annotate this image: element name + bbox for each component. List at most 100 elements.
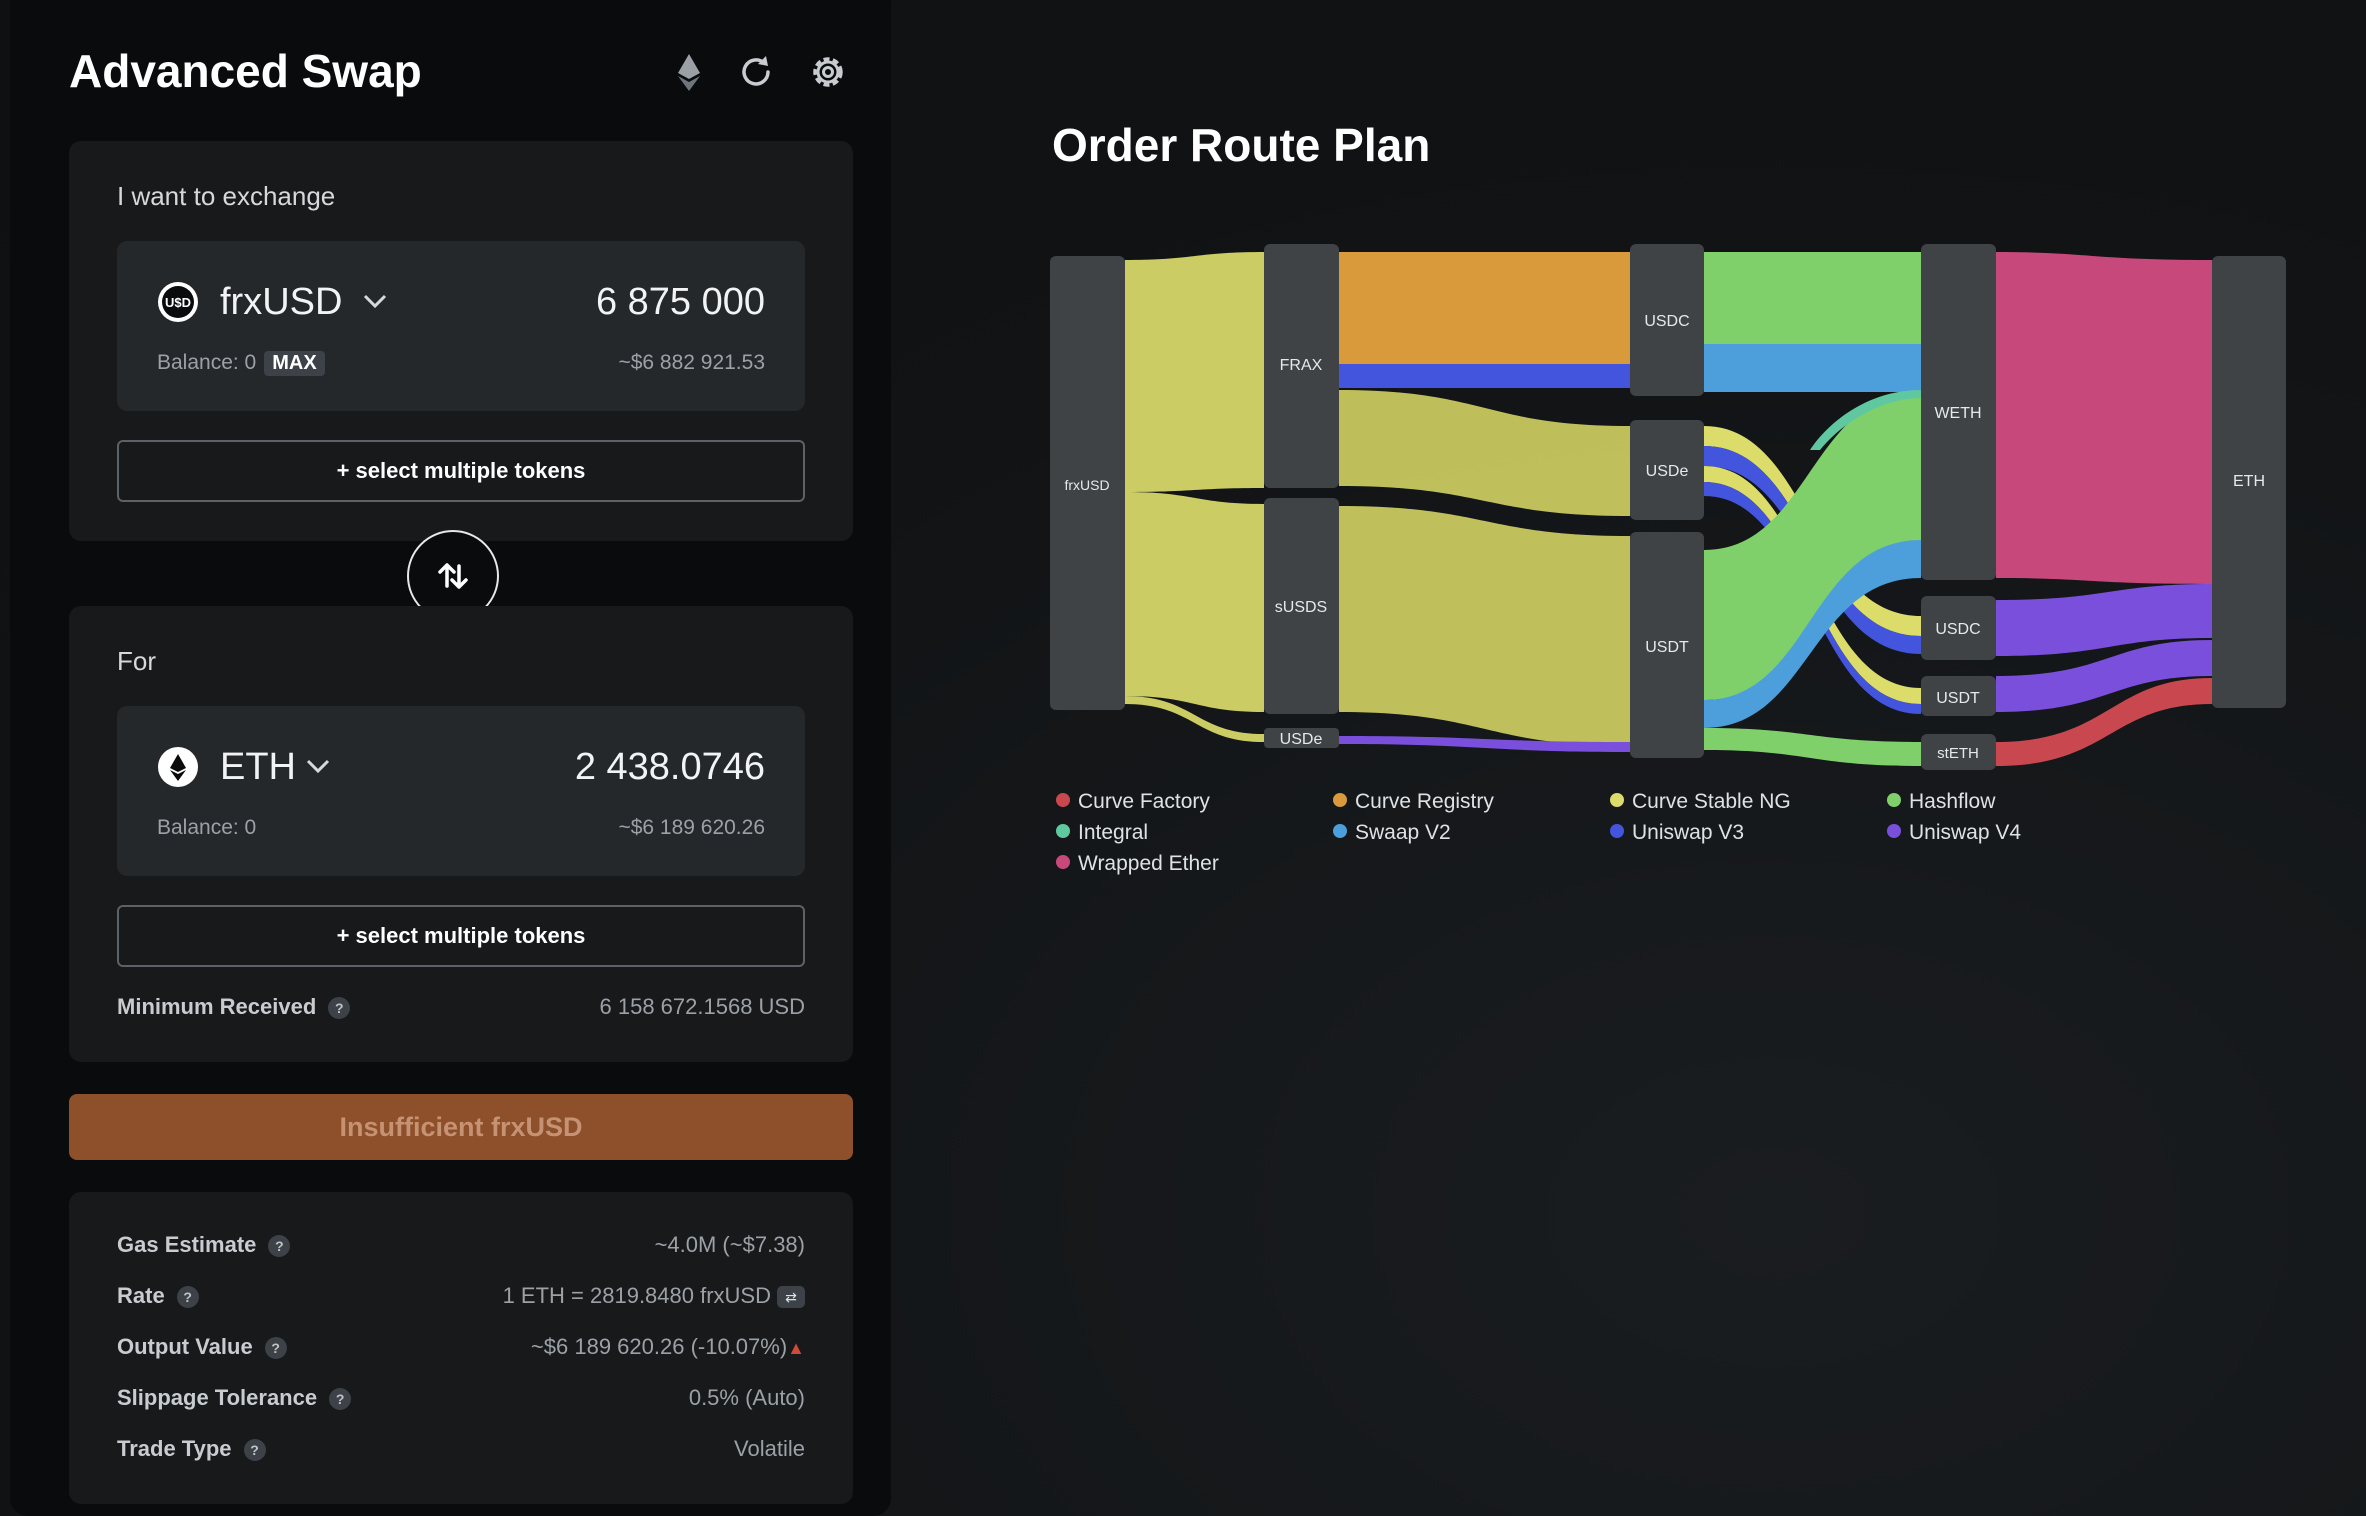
from-token-selector[interactable]: frxUSD [220, 281, 343, 323]
usd-coin-icon: U$D [158, 282, 198, 322]
insufficient-balance-button[interactable]: Insufficient frxUSD [69, 1094, 853, 1160]
route-node-label: WETH [1934, 405, 1981, 422]
route-link [1704, 252, 1921, 344]
legend-item: Curve Registry [1333, 790, 1494, 814]
refresh-icon[interactable] [732, 48, 780, 96]
route-node-usdt [1630, 532, 1704, 758]
help-icon[interactable]: ? [328, 997, 351, 1020]
route-node-susds [1264, 498, 1339, 714]
legend-dot [1887, 793, 1901, 807]
help-icon[interactable]: ? [268, 1235, 291, 1258]
chevron-down-icon[interactable] [303, 754, 333, 778]
route-link [1125, 252, 1264, 492]
eth-icon [158, 747, 198, 787]
page-title: Advanced Swap [69, 45, 422, 97]
route-link [1810, 390, 1921, 450]
rate-label: Rate [117, 1283, 165, 1308]
route-node-frax [1264, 244, 1339, 488]
trade-type-value: Volatile [734, 1436, 805, 1461]
legend-dot [1056, 793, 1070, 807]
route-link [1704, 540, 1921, 728]
chevron-down-icon[interactable] [360, 289, 390, 313]
max-button[interactable]: MAX [264, 351, 325, 376]
legend-label: Integral [1078, 821, 1149, 844]
route-nodes [1050, 244, 2286, 770]
route-sankey-diagram: frxUSD FRAX sUSDS USDe USDC USDe USDT WE… [1050, 244, 2286, 770]
route-node-label: ETH [2233, 473, 2265, 490]
legend-label: Wrapped Ether [1078, 852, 1219, 875]
from-balance-text: Balance: 0 [157, 351, 257, 374]
route-link [1996, 252, 2212, 584]
route-node-label: sUSDS [1275, 599, 1327, 616]
route-node-eth [2212, 256, 2286, 708]
minimum-received-label: Minimum Received [117, 994, 317, 1019]
rate-value: 1 ETH = 2819.8480 frxUSD [502, 1283, 771, 1308]
svg-text:U$D: U$D [165, 295, 191, 310]
route-title: Order Route Plan [1052, 119, 1431, 171]
route-link [1339, 390, 1630, 516]
route-link [1996, 584, 2212, 656]
legend-item: Hashflow [1887, 790, 1995, 814]
gas-estimate-row: Gas Estimate? ~4.0M (~$7.38) [117, 1232, 805, 1262]
legend-item: Integral [1056, 821, 1148, 845]
legend-label: Curve Registry [1355, 790, 1494, 813]
legend-dot [1056, 855, 1070, 869]
gas-estimate-label: Gas Estimate [117, 1232, 257, 1257]
route-node-usdt-2 [1921, 676, 1996, 716]
legend-label: Curve Stable NG [1632, 790, 1791, 813]
route-link [1339, 252, 1630, 364]
slippage-row: Slippage Tolerance? 0.5% (Auto) [117, 1385, 805, 1415]
to-token-selector[interactable]: ETH [220, 746, 296, 788]
output-value-wrap: ~$6 189 620.26 (-10.07%)▲ [531, 1334, 805, 1360]
slippage-value[interactable]: 0.5% (Auto) [688, 1385, 805, 1410]
help-icon[interactable]: ? [243, 1439, 266, 1462]
legend-label: Swaap V2 [1355, 821, 1451, 844]
route-link [1704, 728, 1921, 766]
slippage-label: Slippage Tolerance [117, 1385, 318, 1410]
route-node-label: USDT [1645, 639, 1689, 656]
route-legend: Curve Factory Integral Wrapped Ether Cur… [1056, 790, 2176, 886]
legend-dot [1333, 793, 1347, 807]
from-select-multiple-button[interactable]: + select multiple tokens [117, 440, 805, 502]
exchange-to-label: For [117, 646, 156, 676]
trade-details-card: Gas Estimate? ~4.0M (~$7.38) Rate? 1 ETH… [69, 1192, 853, 1504]
from-token-box: U$D frxUSD 6 875 000 Balance: 0 MAX ~$6 8… [117, 241, 805, 411]
from-amount-input[interactable]: 6 875 000 [595, 281, 765, 323]
route-link [1704, 392, 1921, 700]
legend-label: Curve Factory [1078, 790, 1210, 813]
help-icon[interactable]: ? [176, 1286, 199, 1309]
ethereum-icon[interactable] [665, 48, 713, 96]
help-icon[interactable]: ? [329, 1388, 352, 1411]
route-node-label: USDe [1280, 731, 1323, 748]
route-links [1125, 252, 2212, 766]
warning-icon: ▲ [787, 1338, 805, 1358]
swap-panel: Advanced Swap I want to exchange U$D frx… [10, 0, 891, 1516]
gas-estimate-value: ~4.0M (~$7.38) [654, 1232, 805, 1257]
legend-dot [1610, 793, 1624, 807]
legend-item: Curve Stable NG [1610, 790, 1791, 814]
route-node-steth [1921, 734, 1996, 770]
to-select-multiple-button[interactable]: + select multiple tokens [117, 905, 805, 967]
from-usd-value: ~$6 882 921.53 [618, 351, 765, 374]
route-node-label: USDC [1644, 313, 1689, 330]
swap-arrows-icon [438, 563, 468, 589]
route-node-usdc [1630, 244, 1704, 396]
to-amount-output[interactable]: 2 438.0746 [574, 746, 765, 788]
legend-dot [1610, 824, 1624, 838]
legend-dot [1333, 824, 1347, 838]
to-balance: Balance: 0 [157, 816, 257, 839]
help-icon[interactable]: ? [264, 1337, 287, 1360]
exchange-from-card: I want to exchange U$D frxUSD 6 875 000 … [69, 141, 853, 541]
route-link [1339, 736, 1630, 752]
legend-label: Uniswap V4 [1909, 821, 2022, 844]
invert-rate-icon[interactable]: ⇄ [777, 1286, 805, 1309]
trade-type-label: Trade Type [117, 1436, 232, 1461]
route-node-frxusd [1050, 256, 1125, 710]
route-node-label: FRAX [1280, 357, 1323, 374]
rate-value-wrap: 1 ETH = 2819.8480 frxUSD ⇄ [503, 1283, 805, 1309]
to-usd-value: ~$6 189 620.26 [618, 816, 765, 839]
settings-gear-icon[interactable] [804, 48, 852, 96]
route-link [1704, 344, 1921, 392]
trade-type-row: Trade Type? Volatile [117, 1436, 805, 1466]
output-value: ~$6 189 620.26 (-10.07%) [530, 1334, 788, 1359]
